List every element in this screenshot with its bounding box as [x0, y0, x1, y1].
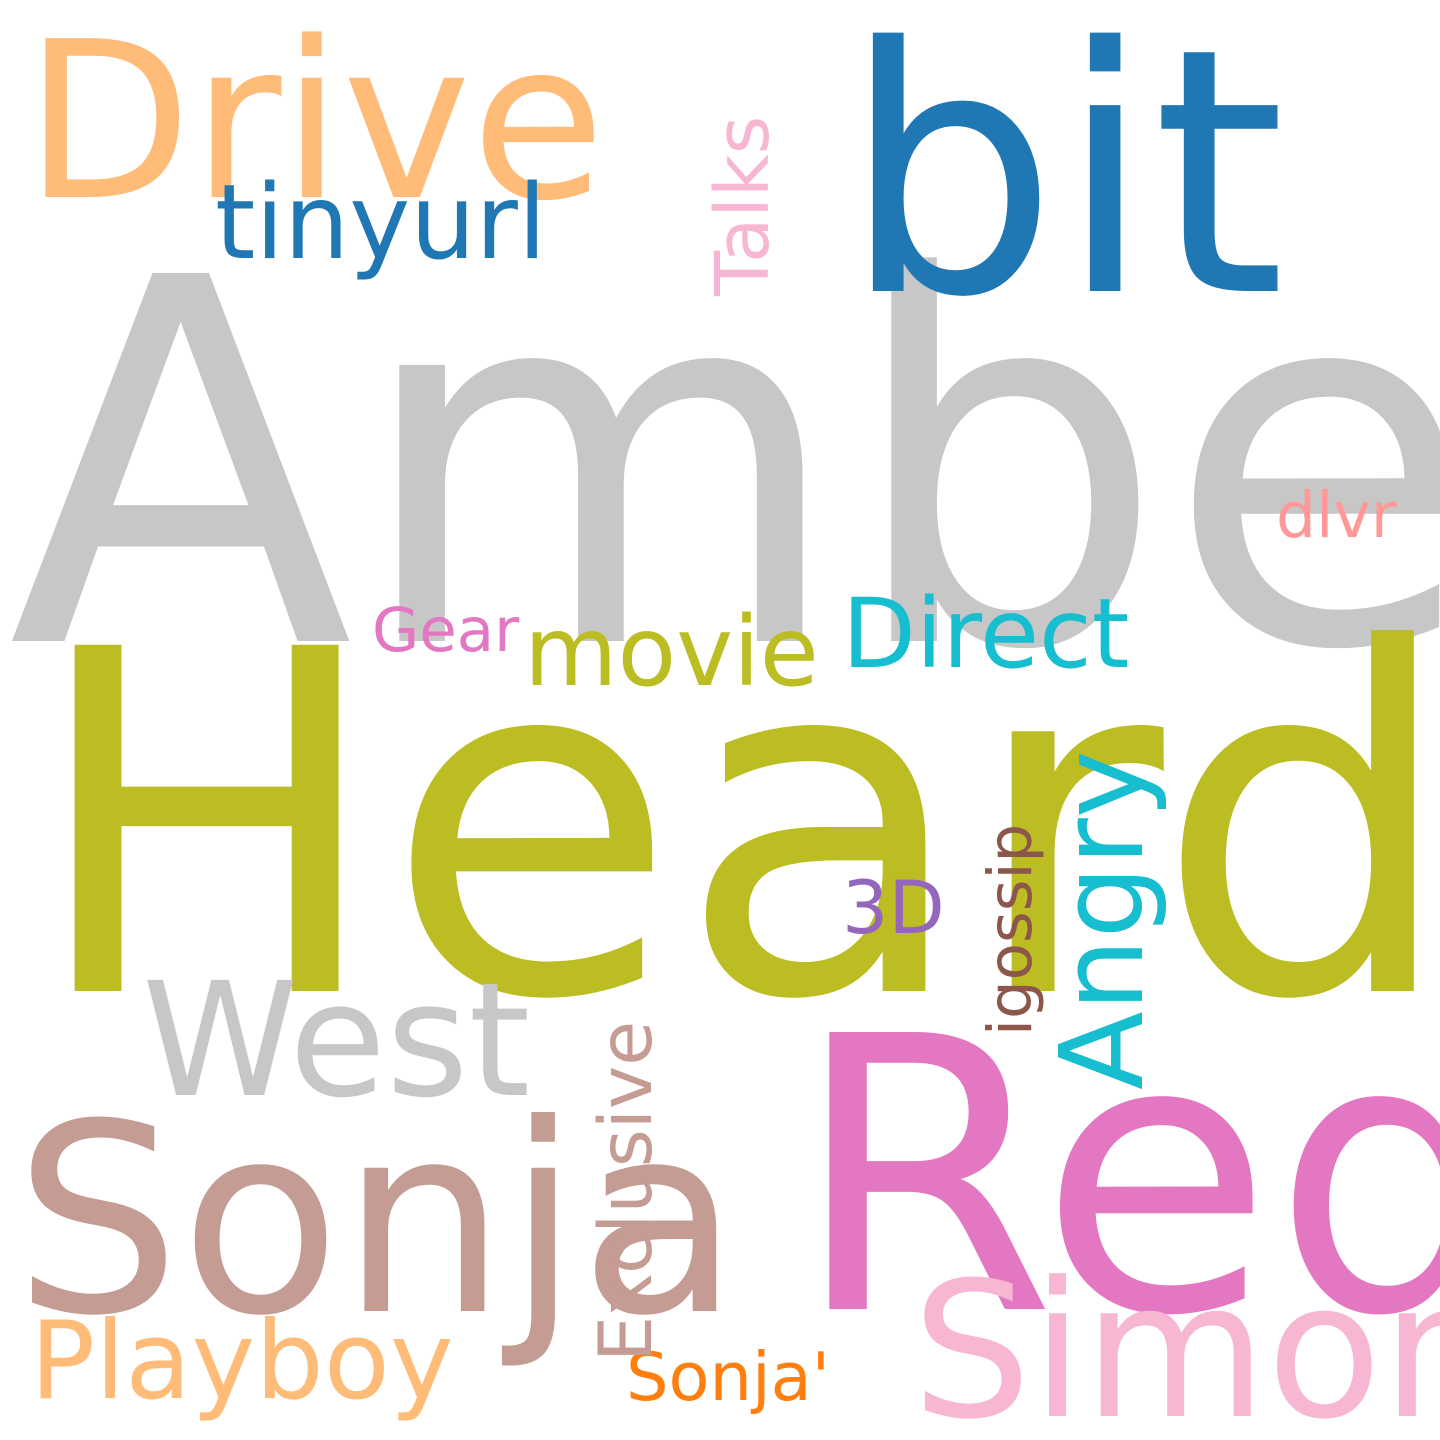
word-tinyurl: tinyurl [215, 163, 547, 283]
word-bit: bit [842, 0, 1286, 372]
word-playboy: Playboy [30, 1299, 454, 1424]
word-dlvr: dlvr [1276, 479, 1397, 552]
word-red: Red [792, 956, 1440, 1399]
word-angry: Angry [1036, 750, 1170, 1090]
word-sonja: Sonja [14, 1068, 741, 1373]
word-direct: Direct [842, 578, 1130, 690]
word-gear: Gear [372, 595, 520, 666]
word-3d: 3D [842, 866, 945, 951]
word-heard: Heard [28, 551, 1440, 1104]
word-igossip: igossip [975, 823, 1046, 1036]
word-exclusive: Exclusive [584, 1020, 669, 1362]
word-sonja-quote: Sonja' [626, 1338, 831, 1416]
word-amber: Amber [8, 173, 1440, 761]
word-movie: movie [524, 596, 819, 708]
word-simon: Simon [912, 1242, 1440, 1440]
word-drive: Drive [24, 0, 606, 249]
word-talks: Talks [700, 115, 786, 296]
word-west: West [142, 949, 531, 1133]
